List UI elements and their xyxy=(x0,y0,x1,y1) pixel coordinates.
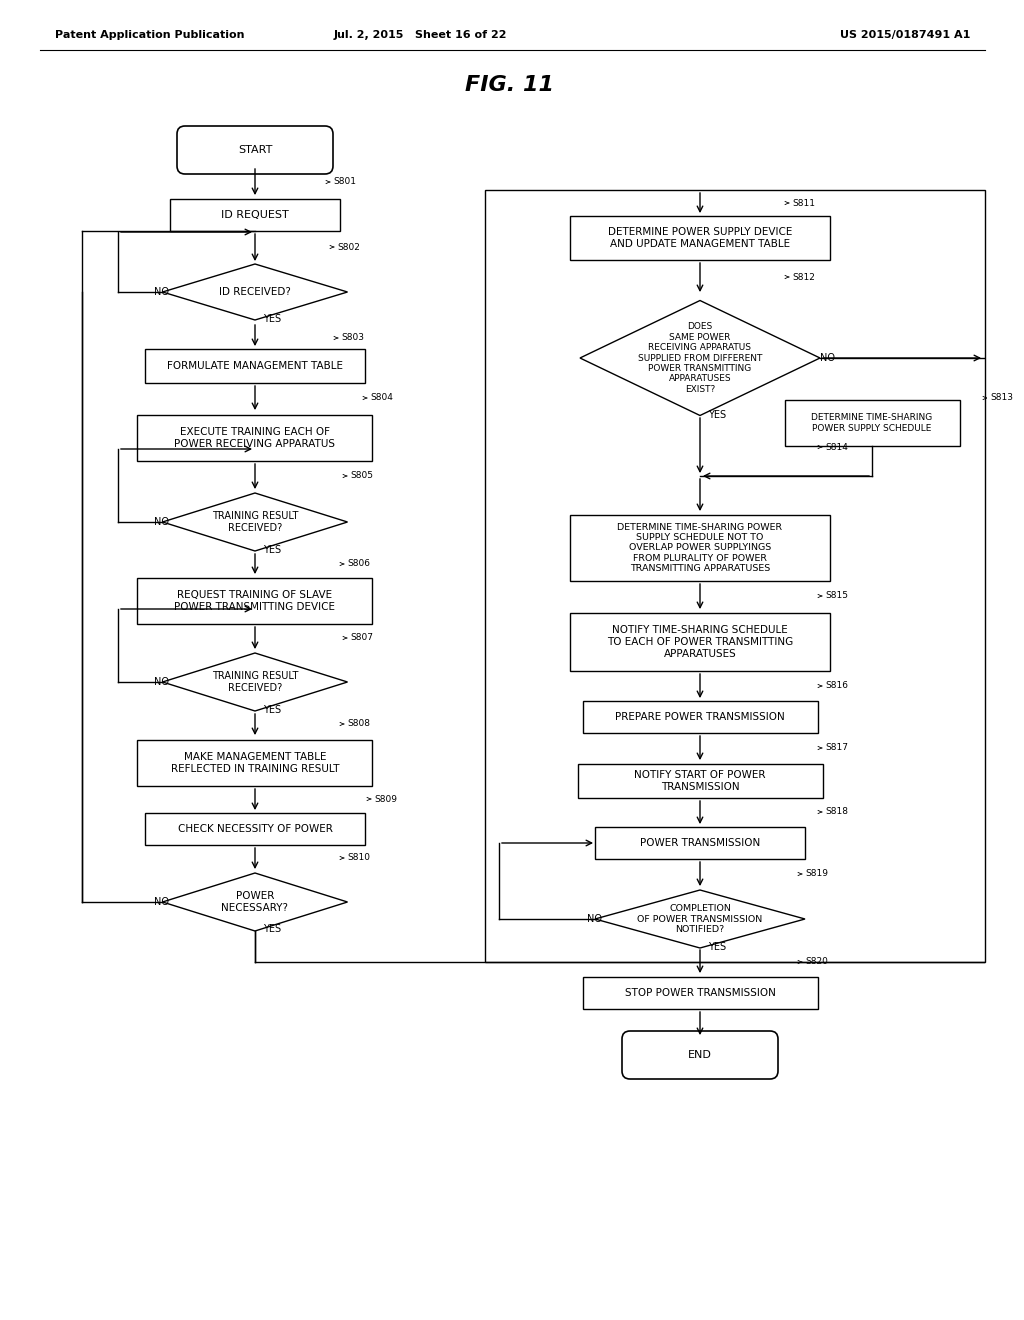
Text: ID REQUEST: ID REQUEST xyxy=(221,210,289,220)
Text: NOTIFY TIME-SHARING SCHEDULE
TO EACH OF POWER TRANSMITTING
APPARATUSES: NOTIFY TIME-SHARING SCHEDULE TO EACH OF … xyxy=(607,626,794,659)
Text: ID RECEIVED?: ID RECEIVED? xyxy=(219,286,291,297)
Text: DETERMINE TIME-SHARING
POWER SUPPLY SCHEDULE: DETERMINE TIME-SHARING POWER SUPPLY SCHE… xyxy=(811,413,933,433)
Text: S814: S814 xyxy=(825,442,848,451)
Text: PREPARE POWER TRANSMISSION: PREPARE POWER TRANSMISSION xyxy=(615,711,784,722)
Text: FIG. 11: FIG. 11 xyxy=(466,75,555,95)
Text: NO: NO xyxy=(155,286,170,297)
Bar xyxy=(583,701,817,733)
Text: Patent Application Publication: Patent Application Publication xyxy=(55,30,245,40)
Text: DETERMINE POWER SUPPLY DEVICE
AND UPDATE MANAGEMENT TABLE: DETERMINE POWER SUPPLY DEVICE AND UPDATE… xyxy=(608,227,793,248)
Bar xyxy=(578,764,822,799)
Bar xyxy=(170,199,340,231)
Text: Jul. 2, 2015   Sheet 16 of 22: Jul. 2, 2015 Sheet 16 of 22 xyxy=(333,30,507,40)
Bar xyxy=(595,828,805,859)
Text: NO: NO xyxy=(588,913,602,924)
Text: POWER
NECESSARY?: POWER NECESSARY? xyxy=(221,891,289,913)
Text: YES: YES xyxy=(263,705,282,715)
Text: S805: S805 xyxy=(350,471,373,480)
Text: TRAINING RESULT
RECEIVED?: TRAINING RESULT RECEIVED? xyxy=(212,671,298,693)
Text: S812: S812 xyxy=(792,272,815,281)
Text: S809: S809 xyxy=(374,795,397,804)
Text: NO: NO xyxy=(155,677,170,686)
Text: NO: NO xyxy=(155,898,170,907)
Text: STOP POWER TRANSMISSION: STOP POWER TRANSMISSION xyxy=(625,987,775,998)
Text: MAKE MANAGEMENT TABLE
REFLECTED IN TRAINING RESULT: MAKE MANAGEMENT TABLE REFLECTED IN TRAIN… xyxy=(171,752,339,774)
Text: CHECK NECESSITY OF POWER: CHECK NECESSITY OF POWER xyxy=(177,824,333,834)
Text: EXECUTE TRAINING EACH OF
POWER RECEIVING APPARATUS: EXECUTE TRAINING EACH OF POWER RECEIVING… xyxy=(174,428,336,449)
Text: NO: NO xyxy=(820,352,835,363)
Bar xyxy=(784,400,959,446)
Bar xyxy=(583,977,817,1008)
Text: YES: YES xyxy=(708,942,726,952)
Text: S819: S819 xyxy=(805,870,828,879)
Bar xyxy=(570,515,830,581)
Text: COMPLETION
OF POWER TRANSMISSION
NOTIFIED?: COMPLETION OF POWER TRANSMISSION NOTIFIE… xyxy=(637,904,763,935)
Text: S813: S813 xyxy=(990,393,1013,403)
Text: S811: S811 xyxy=(792,198,815,207)
Text: S820: S820 xyxy=(805,957,827,966)
Text: S816: S816 xyxy=(825,681,848,690)
Text: S803: S803 xyxy=(341,334,364,342)
Text: DOES
SAME POWER
RECEIVING APPARATUS
SUPPLIED FROM DIFFERENT
POWER TRANSMITTING
A: DOES SAME POWER RECEIVING APPARATUS SUPP… xyxy=(638,322,762,393)
Text: S817: S817 xyxy=(825,743,848,752)
Bar xyxy=(137,741,373,785)
Text: YES: YES xyxy=(708,411,726,420)
Text: NOTIFY START OF POWER
TRANSMISSION: NOTIFY START OF POWER TRANSMISSION xyxy=(634,770,766,792)
Text: US 2015/0187491 A1: US 2015/0187491 A1 xyxy=(840,30,970,40)
Text: YES: YES xyxy=(263,314,282,323)
Bar xyxy=(145,813,365,845)
Bar xyxy=(137,414,373,461)
Text: POWER TRANSMISSION: POWER TRANSMISSION xyxy=(640,838,760,847)
Text: YES: YES xyxy=(263,545,282,554)
Text: S801: S801 xyxy=(333,177,356,186)
Text: NO: NO xyxy=(155,517,170,527)
Text: S806: S806 xyxy=(347,560,370,569)
Text: S815: S815 xyxy=(825,591,848,601)
Text: S802: S802 xyxy=(337,243,359,252)
Text: REQUEST TRAINING OF SLAVE
POWER TRANSMITTING DEVICE: REQUEST TRAINING OF SLAVE POWER TRANSMIT… xyxy=(174,590,336,611)
Text: YES: YES xyxy=(263,924,282,935)
Text: S807: S807 xyxy=(350,634,373,643)
Bar xyxy=(485,190,985,962)
Bar xyxy=(145,348,365,383)
Text: S818: S818 xyxy=(825,808,848,817)
Text: FORMULATE MANAGEMENT TABLE: FORMULATE MANAGEMENT TABLE xyxy=(167,360,343,371)
Text: TRAINING RESULT
RECEIVED?: TRAINING RESULT RECEIVED? xyxy=(212,511,298,533)
Bar xyxy=(570,612,830,671)
Text: END: END xyxy=(688,1049,712,1060)
Text: S804: S804 xyxy=(370,393,393,403)
Text: DETERMINE TIME-SHARING POWER
SUPPLY SCHEDULE NOT TO
OVERLAP POWER SUPPLYINGS
FRO: DETERMINE TIME-SHARING POWER SUPPLY SCHE… xyxy=(617,523,782,573)
Text: S810: S810 xyxy=(347,854,370,862)
Bar xyxy=(570,216,830,260)
Text: START: START xyxy=(238,145,272,154)
Text: S808: S808 xyxy=(347,719,370,729)
Bar xyxy=(137,578,373,624)
